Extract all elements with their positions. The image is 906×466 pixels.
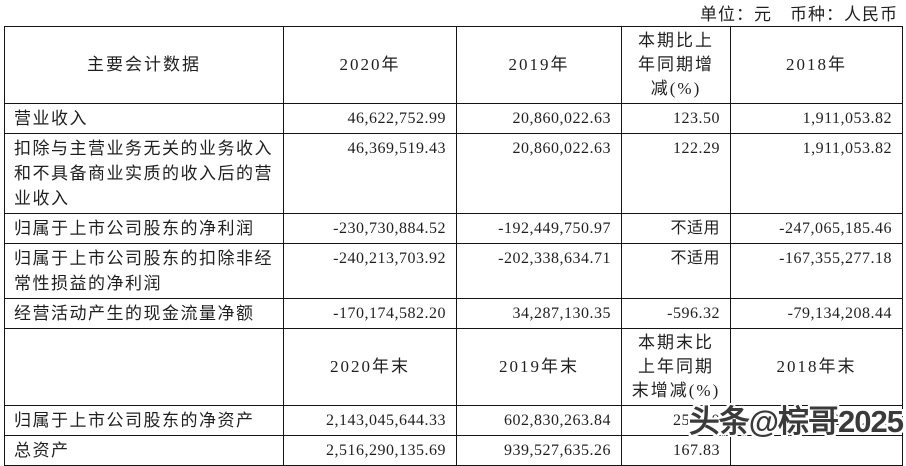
table-row: 经营活动产生的现金流量净额 -170,174,582.20 34,287,130… [4,298,903,329]
table-row: 归属于上市公司股东的扣除非经常性损益的净利润 -240,213,703.92 -… [4,243,903,299]
value-2019: -202,338,634.71 [456,243,622,299]
toutiao-watermark: 头条@棕哥2025 [688,404,904,439]
value-2020: -240,213,703.92 [283,243,457,299]
column-header-yoy-change: 本期比上年同期增减(%) [621,26,731,104]
value-2018: 1,911,053.82 [730,103,903,134]
value-change: 122.29 [621,133,731,214]
table-row: 扣除与主营业务无关的业务收入和不具备商业实质的收入后的营业收入 46,369,5… [4,133,903,214]
value-change: 255.50 [621,405,731,436]
value-2020: -230,730,884.52 [283,213,457,244]
column-header-2019-end: 2019年末 [456,328,622,406]
metric-label: 归属于上市公司股东的净资产 [4,405,284,436]
value-2019-end: 602,830,263.84 [456,405,622,436]
column-header-2019: 2019年 [456,26,622,104]
value-2018: -247,065,185.46 [730,213,903,244]
value-2019: -192,449,750.97 [456,213,622,244]
column-header-end-change: 本期末比上年同期末增减(%) [621,328,731,406]
metric-label: 归属于上市公司股东的扣除非经常性损益的净利润 [4,243,284,299]
table-row: 归属于上市公司股东的净资产 2,143,045,644.33 602,830,2… [4,405,903,436]
metric-label: 营业收入 [4,103,284,134]
table-row: 归属于上市公司股东的净利润 -230,730,884.52 -192,449,7… [4,213,903,244]
value-2019: 34,287,130.35 [456,298,622,329]
metric-label: 扣除与主营业务无关的业务收入和不具备商业实质的收入后的营业收入 [4,133,284,214]
value-2020: -170,174,582.20 [283,298,457,329]
column-header-2020: 2020年 [283,26,457,104]
value-2018-end: 636,042,742.81 [730,405,903,436]
table-subheader-row: 2020年末 2019年末 本期末比上年同期末增减(%) 2018年末 [4,328,903,406]
unit-currency-note: 单位：元 币种：人民币 [700,5,898,24]
value-change: 123.50 [621,103,731,134]
report-page: { "unit_note": "单位：元 币种：人民币", "watermark… [4,5,905,466]
subheader-empty-cell [4,328,284,406]
value-2020-end: 2,516,290,135.69 [283,435,457,466]
table-header-row: 主要会计数据 2020年 2019年 本期比上年同期增减(%) 2018年 [4,26,903,104]
metric-label: 经营活动产生的现金流量净额 [4,298,284,329]
value-2020: 46,369,519.43 [283,133,457,214]
table-row: 营业收入 46,622,752.99 20,860,022.63 123.50 … [4,103,903,134]
column-header-2018-end: 2018年末 [730,328,903,406]
value-2018: -79,134,208.44 [730,298,903,329]
value-2020: 46,622,752.99 [283,103,457,134]
column-header-metric: 主要会计数据 [4,26,284,104]
column-header-2020-end: 2020年末 [283,328,457,406]
value-change: 不适用 [621,243,731,299]
value-2019: 20,860,022.63 [456,133,622,214]
value-2018: 1,911,053.82 [730,133,903,214]
value-change: 不适用 [621,213,731,244]
value-2019: 20,860,022.63 [456,103,622,134]
metric-label: 总资产 [4,435,284,466]
value-change: -596.32 [621,298,731,329]
column-header-2018: 2018年 [730,26,903,104]
value-2019-end: 939,527,635.26 [456,435,622,466]
value-2020-end: 2,143,045,644.33 [283,405,457,436]
metric-label: 归属于上市公司股东的净利润 [4,213,284,244]
value-2018: -167,355,277.18 [730,243,903,299]
